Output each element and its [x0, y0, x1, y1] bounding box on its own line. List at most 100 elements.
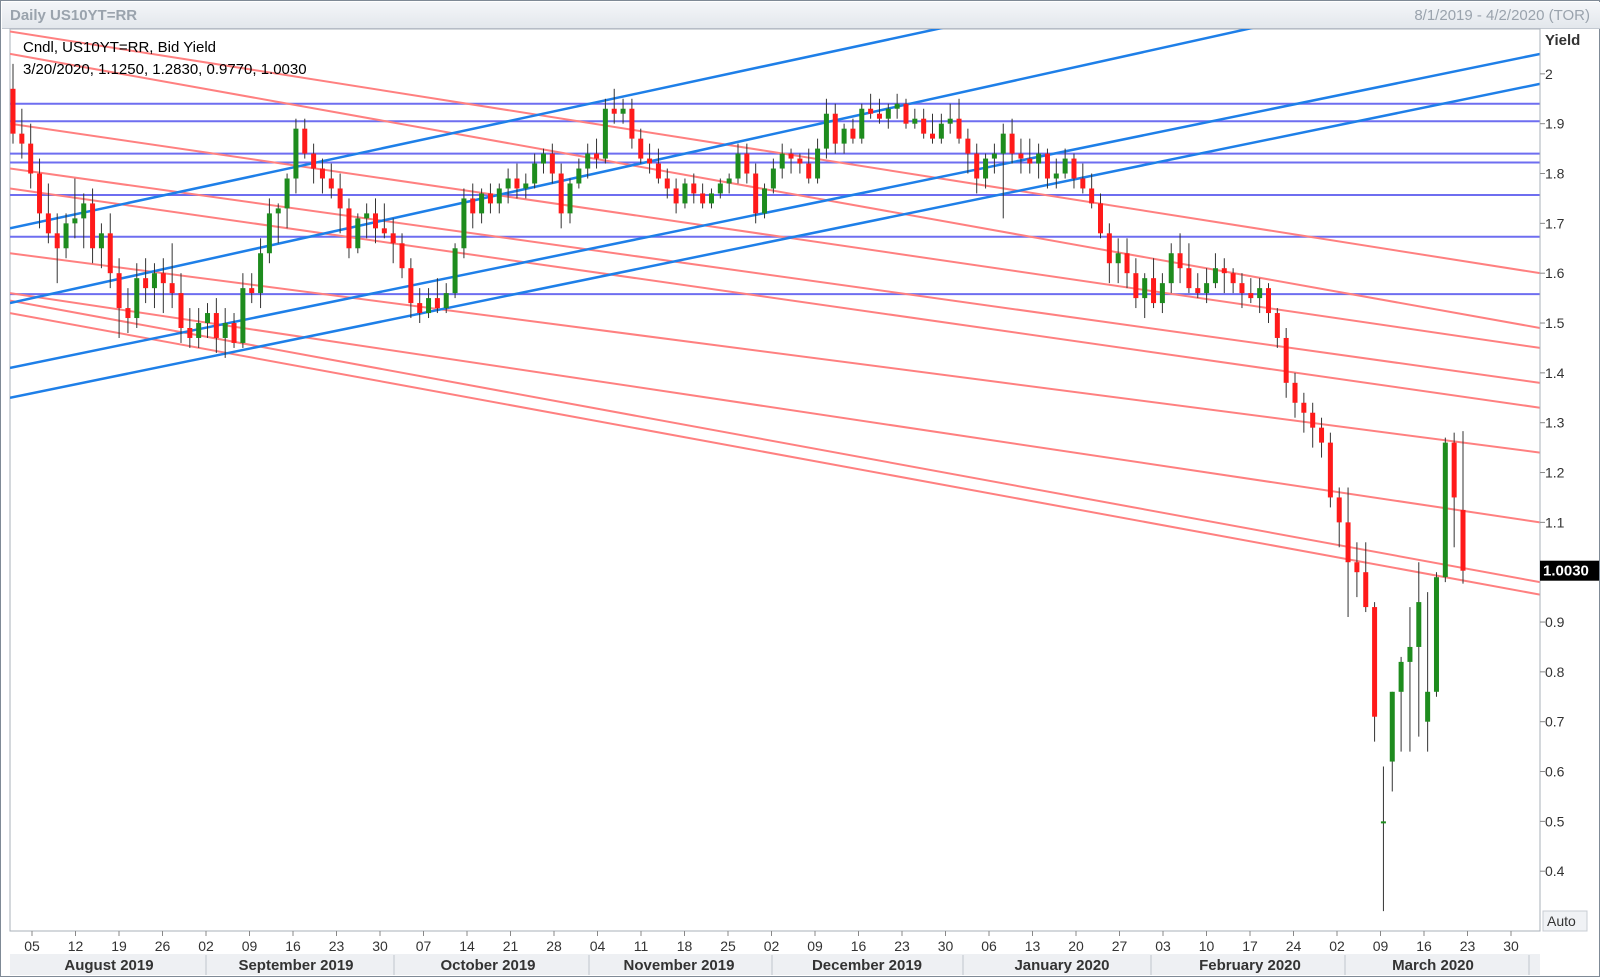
candle[interactable] — [266, 198, 272, 264]
trend-line-down[interactable] — [10, 292, 1540, 524]
candle[interactable] — [1380, 766, 1386, 912]
candle[interactable] — [125, 288, 131, 333]
candle[interactable] — [1230, 268, 1236, 294]
candle[interactable] — [540, 148, 546, 174]
candle[interactable] — [1204, 268, 1210, 304]
candle[interactable] — [487, 183, 493, 214]
candle[interactable] — [373, 198, 378, 244]
candle[interactable] — [806, 148, 812, 184]
trend-line-down[interactable] — [10, 252, 1540, 454]
candle[interactable] — [965, 128, 971, 174]
candle[interactable] — [832, 103, 838, 154]
candle[interactable] — [717, 178, 723, 199]
candle[interactable] — [921, 108, 927, 139]
candle[interactable] — [302, 118, 308, 159]
candle[interactable] — [1009, 118, 1015, 164]
candle[interactable] — [1336, 487, 1342, 548]
candle[interactable] — [364, 203, 370, 239]
candle[interactable] — [1027, 138, 1033, 174]
candle[interactable] — [611, 88, 617, 124]
trend-line-up[interactable] — [10, 82, 1540, 399]
candle[interactable] — [98, 223, 104, 269]
candle[interactable] — [381, 203, 387, 239]
candle[interactable] — [991, 143, 997, 174]
candle[interactable] — [956, 98, 962, 144]
candle[interactable] — [691, 173, 697, 204]
candle[interactable] — [28, 123, 34, 189]
candle[interactable] — [134, 263, 140, 329]
candle[interactable] — [753, 163, 759, 224]
candle[interactable] — [1221, 258, 1227, 294]
candle[interactable] — [1071, 153, 1077, 189]
candle[interactable] — [1460, 431, 1466, 584]
candle[interactable] — [1168, 243, 1174, 294]
candle[interactable] — [81, 193, 87, 249]
candle[interactable] — [930, 113, 936, 144]
candle[interactable] — [258, 238, 264, 309]
plot-area[interactable] — [9, 28, 1541, 932]
candle[interactable] — [479, 188, 485, 224]
trend-line-down[interactable] — [10, 30, 1540, 275]
candle[interactable] — [408, 258, 414, 319]
candle[interactable] — [1036, 143, 1042, 179]
candle[interactable] — [1186, 243, 1192, 294]
candle[interactable] — [762, 183, 768, 219]
candle[interactable] — [1327, 432, 1333, 508]
candle[interactable] — [708, 188, 714, 209]
candle[interactable] — [549, 143, 555, 184]
candle[interactable] — [1089, 173, 1095, 209]
candle[interactable] — [567, 178, 573, 224]
candle[interactable] — [1151, 258, 1157, 309]
candle[interactable] — [1301, 392, 1307, 433]
candle[interactable] — [744, 143, 750, 184]
candle[interactable] — [399, 233, 405, 279]
candle[interactable] — [205, 303, 211, 338]
candle[interactable] — [461, 188, 467, 259]
candle[interactable] — [938, 113, 944, 144]
candle[interactable] — [1433, 572, 1439, 697]
candle[interactable] — [1177, 233, 1183, 284]
candle[interactable] — [1018, 138, 1024, 174]
candle[interactable] — [655, 148, 661, 184]
candle[interactable] — [629, 98, 635, 149]
candle[interactable] — [1451, 432, 1457, 548]
candle[interactable] — [319, 158, 325, 194]
trend-line-down[interactable] — [10, 122, 1540, 349]
candle[interactable] — [390, 218, 396, 264]
candle[interactable] — [602, 98, 608, 164]
candle[interactable] — [63, 213, 69, 259]
candle[interactable] — [770, 158, 776, 194]
candle[interactable] — [558, 163, 564, 229]
candle[interactable] — [1106, 223, 1112, 284]
candle[interactable] — [726, 173, 732, 194]
candle[interactable] — [1407, 607, 1413, 752]
candle[interactable] — [196, 308, 202, 348]
candle[interactable] — [45, 183, 51, 244]
candle[interactable] — [682, 178, 688, 209]
candle[interactable] — [1372, 602, 1378, 742]
candle[interactable] — [54, 213, 60, 284]
trend-line-down[interactable] — [10, 312, 1540, 596]
candle[interactable] — [647, 143, 653, 174]
candle[interactable] — [1044, 148, 1050, 189]
candle[interactable] — [779, 143, 785, 179]
candle[interactable] — [1239, 273, 1245, 309]
candle[interactable] — [514, 163, 520, 199]
candle[interactable] — [673, 178, 679, 214]
candle[interactable] — [823, 98, 829, 159]
candle[interactable] — [249, 273, 255, 304]
candle[interactable] — [1398, 656, 1404, 752]
candle[interactable] — [1274, 308, 1280, 348]
trend-line-down[interactable] — [10, 299, 1540, 584]
candle[interactable] — [1098, 193, 1103, 239]
candle[interactable] — [505, 168, 511, 204]
candle[interactable] — [841, 123, 847, 154]
candle[interactable] — [1000, 123, 1006, 219]
candle[interactable] — [1389, 691, 1395, 792]
candle[interactable] — [337, 173, 343, 234]
candle[interactable] — [107, 213, 113, 289]
candle[interactable] — [452, 243, 458, 299]
candle[interactable] — [178, 273, 184, 343]
candle[interactable] — [284, 173, 290, 229]
candle[interactable] — [1416, 562, 1422, 737]
